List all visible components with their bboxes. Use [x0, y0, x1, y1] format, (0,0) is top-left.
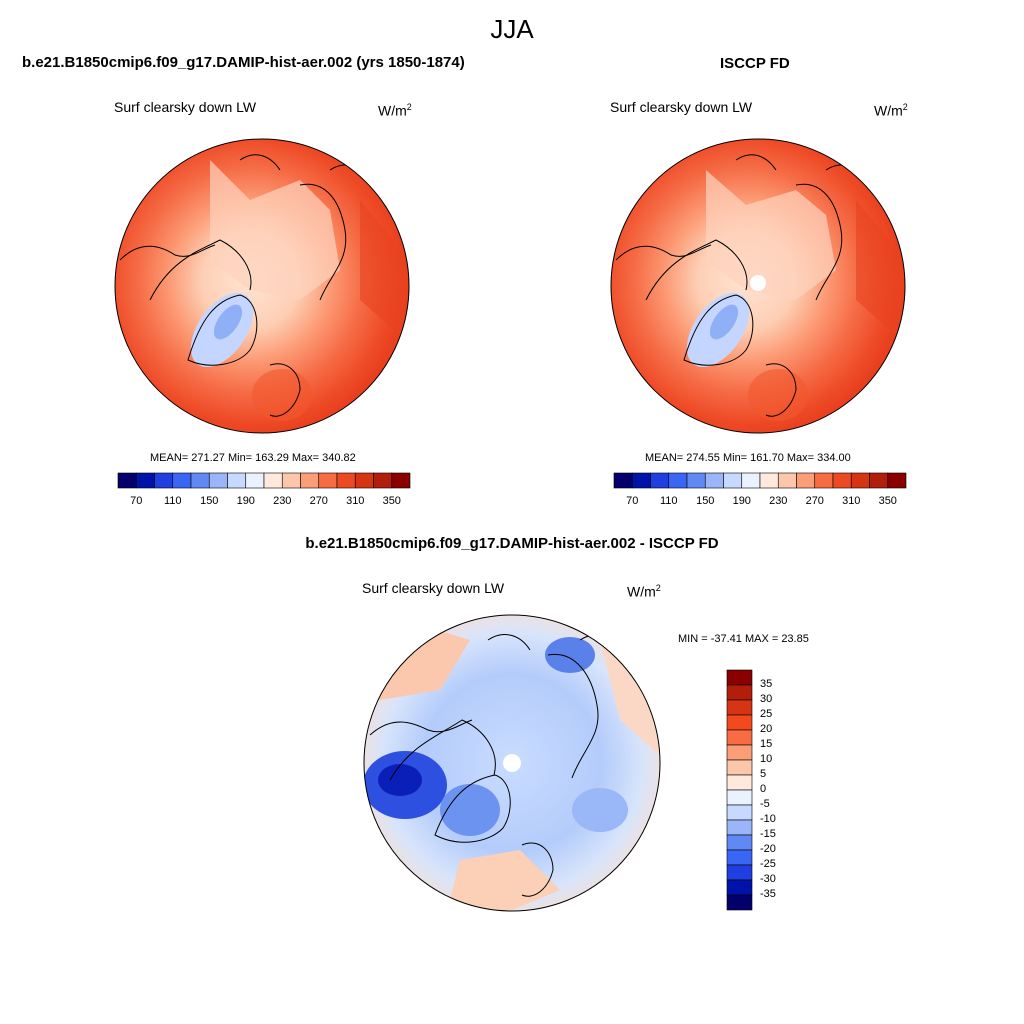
colorbar-tick-label: 70: [130, 495, 143, 507]
colorbar-tick-label: 20: [760, 723, 773, 735]
colorbar-tick-label: 25: [760, 708, 773, 720]
colorbar-tick-label: 10: [760, 753, 773, 765]
obs-variable-label: Surf clearsky down LW: [610, 99, 753, 115]
colorbar-tick-label: 350: [878, 495, 897, 507]
colorbar-tick-label: 70: [626, 495, 639, 507]
diff-variable-label: Surf clearsky down LW: [362, 580, 505, 596]
colorbar-tick-label: -30: [760, 873, 776, 885]
diff-unit-label: W/m2: [627, 583, 661, 600]
colorbar-tick-label: -15: [760, 828, 776, 840]
colorbar-tick-label: 270: [805, 495, 824, 507]
model-stats-line: MEAN= 271.27 Min= 163.29 Max= 340.82: [150, 452, 356, 464]
colorbar-tick-label: 15: [760, 738, 773, 750]
colorbar-tick-label: 190: [732, 495, 751, 507]
diff-colorbar-ticks: 35 30 25 20 15 10 5 0 -5 -10 -15 -20 -25…: [760, 670, 800, 912]
colorbar-tick-label: 150: [200, 495, 219, 507]
colorbar-tick-label: 5: [760, 768, 767, 780]
colorbar-tick-label: -10: [760, 813, 776, 825]
colorbar-tick-label: 350: [382, 495, 401, 507]
colorbar-tick-label: -25: [760, 858, 776, 870]
diff-colorbar: [726, 669, 753, 911]
obs-stats-line: MEAN= 274.55 Min= 161.70 Max= 334.00: [645, 452, 851, 464]
colorbar-tick-label: -35: [760, 888, 776, 900]
colorbar-tick-label: 190: [236, 495, 255, 507]
diff-panel-title: b.e21.B1850cmip6.f09_g17.DAMIP-hist-aer.…: [305, 535, 719, 552]
obs-unit-label: W/m2: [874, 102, 908, 119]
diff-stats-line: MIN = -37.41 MAX = 23.85: [678, 633, 809, 645]
colorbar-tick-label: 110: [659, 495, 678, 507]
model-unit-label: W/m2: [378, 102, 412, 119]
obs-colorbar-ticks: 70 110 150 190 230 270 310 350: [614, 495, 906, 509]
colorbar-tick-label: 230: [273, 495, 292, 507]
colorbar-tick-label: 150: [696, 495, 715, 507]
obs-panel-title: ISCCP FD: [720, 55, 790, 72]
colorbar-tick-label: -20: [760, 843, 776, 855]
obs-colorbar: [613, 472, 907, 489]
figure-season-title: JJA: [490, 14, 534, 44]
colorbar-tick-label: 310: [346, 495, 365, 507]
model-panel-title: b.e21.B1850cmip6.f09_g17.DAMIP-hist-aer.…: [22, 54, 465, 71]
model-variable-label: Surf clearsky down LW: [114, 99, 257, 115]
colorbar-tick-label: 270: [309, 495, 328, 507]
colorbar-tick-label: 310: [842, 495, 861, 507]
model-colorbar: [117, 472, 411, 489]
colorbar-tick-label: 30: [760, 693, 773, 705]
colorbar-tick-label: 110: [163, 495, 182, 507]
colorbar-tick-label: 230: [769, 495, 788, 507]
colorbar-tick-label: 0: [760, 783, 767, 795]
model-colorbar-ticks: 70 110 150 190 230 270 310 350: [118, 495, 410, 509]
colorbar-tick-label: -5: [760, 798, 770, 810]
colorbar-tick-label: 35: [760, 678, 773, 690]
